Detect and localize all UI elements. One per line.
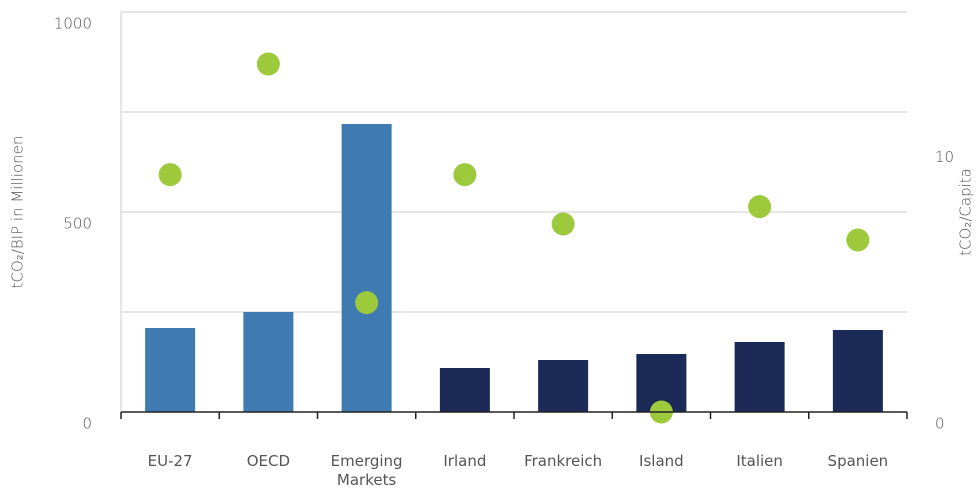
y2-tick-label: 0: [935, 415, 945, 433]
dot: [453, 163, 477, 187]
x-tick-label: Island: [639, 452, 684, 470]
bar: [734, 342, 785, 412]
bar: [832, 330, 883, 412]
x-tick-label: Emerging Markets: [330, 452, 403, 489]
bar: [538, 360, 589, 412]
y-tick-label: 0: [82, 415, 92, 433]
bar: [145, 328, 196, 412]
bar: [243, 312, 294, 412]
dot: [846, 228, 870, 252]
dot: [748, 195, 772, 219]
x-tick-label: Spanien: [827, 452, 889, 470]
y-axis-title: tCO₂/BIP in Millionen: [9, 136, 27, 289]
x-tick-label: Italien: [736, 452, 783, 470]
x-tick-label: EU-27: [147, 452, 193, 470]
y2-axis-title: tCO₂/Capita: [957, 168, 975, 256]
y-tick-label: 500: [63, 215, 92, 233]
dot: [551, 212, 575, 236]
y-tick-label: 1000: [54, 15, 92, 33]
dot: [256, 52, 280, 76]
x-tick-label: OECD: [246, 452, 291, 470]
bar: [439, 368, 490, 412]
bar: [341, 124, 392, 412]
y2-tick-label: 10: [935, 148, 954, 166]
dot: [355, 291, 379, 315]
x-tick-label: Irland: [443, 452, 487, 470]
x-tick-label: Frankreich: [524, 452, 603, 470]
dot: [158, 163, 182, 187]
